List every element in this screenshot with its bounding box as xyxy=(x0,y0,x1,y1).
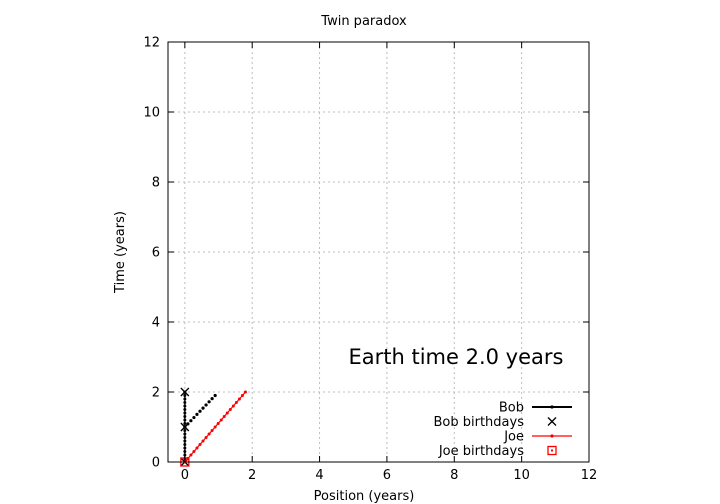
joe-point xyxy=(189,453,193,457)
worldline-4-point xyxy=(186,422,190,426)
x-tick-label: 10 xyxy=(513,468,530,483)
legend-label-bob: Bob xyxy=(499,401,524,416)
joe-point xyxy=(204,436,208,439)
legend-sample-point-joe xyxy=(550,434,554,438)
joe-point xyxy=(192,450,196,453)
joe-point xyxy=(231,404,235,408)
earth-time-annotation: Earth time 2.0 years xyxy=(349,345,564,369)
bob-point xyxy=(183,429,187,432)
y-tick-label: 2 xyxy=(152,386,160,401)
y-tick-label: 6 xyxy=(152,246,160,261)
joe-point xyxy=(198,443,202,446)
joe-point xyxy=(225,411,229,415)
y-tick-label: 10 xyxy=(143,106,160,121)
worldline-4-point xyxy=(201,406,205,410)
x-tick-label: 4 xyxy=(315,468,323,483)
bob-point xyxy=(183,446,187,450)
x-tick-label: 12 xyxy=(581,468,598,483)
bob-point xyxy=(183,422,187,425)
y-tick-label: 8 xyxy=(152,176,160,191)
bob-point xyxy=(183,397,187,401)
bob-point xyxy=(183,443,187,446)
joe-point xyxy=(207,432,211,436)
joe-point xyxy=(219,418,223,422)
joe-point xyxy=(243,390,247,394)
joe-point xyxy=(240,394,244,397)
plot-area xyxy=(180,387,247,467)
worldline-4-point xyxy=(213,393,217,398)
x-tick-label: 2 xyxy=(248,468,256,483)
worldline-4-point xyxy=(195,412,199,416)
worldline-4-point xyxy=(207,400,211,404)
joe-point xyxy=(210,429,214,432)
x-tick-label: 0 xyxy=(181,468,189,483)
bob-point xyxy=(183,436,187,439)
grid xyxy=(168,42,589,462)
legend-sample-point-bob xyxy=(550,405,554,409)
bob-point xyxy=(183,453,187,457)
joe-point xyxy=(195,446,199,450)
worldline-4-point xyxy=(198,409,202,413)
bob-point xyxy=(183,408,187,411)
joe-point xyxy=(234,401,238,404)
x-tick-label: 8 xyxy=(450,468,458,483)
legend-sample-bob-birthdays xyxy=(547,417,557,426)
bob-point xyxy=(183,432,187,436)
x-tick-label: 6 xyxy=(383,468,391,483)
bob-point xyxy=(183,401,187,404)
y-tick-label: 0 xyxy=(152,456,160,471)
legend-label-joe-birthdays: Joe birthdays xyxy=(438,444,524,459)
legend-sample-joe-birthdays-center xyxy=(551,449,553,452)
bob-point xyxy=(183,415,187,418)
joe-point xyxy=(237,397,241,401)
bob-point xyxy=(183,439,187,443)
bob-point xyxy=(183,411,187,415)
series-worldline-4 xyxy=(183,393,217,429)
worldline-4-point xyxy=(183,425,187,429)
x-axis-label: Position (years) xyxy=(314,489,415,504)
joe-point xyxy=(213,425,217,429)
worldline-4-point xyxy=(210,397,214,401)
y-tick-label: 12 xyxy=(143,36,160,51)
legend-sample-joe-birthdays xyxy=(547,445,557,456)
bob-birthdays-marker xyxy=(180,387,190,397)
joe-point xyxy=(222,415,226,418)
bob-point xyxy=(183,404,187,408)
joe-point xyxy=(216,422,220,425)
worldline-4-point xyxy=(189,419,193,423)
legend-label-joe: Joe xyxy=(503,430,524,445)
y-tick-label: 4 xyxy=(152,316,160,331)
bob-point xyxy=(183,394,187,397)
joe-point xyxy=(228,408,232,411)
worldline-4-point xyxy=(192,415,196,420)
bob-point xyxy=(183,418,187,422)
series-joe xyxy=(183,390,247,464)
legend-label-bob-birthdays: Bob birthdays xyxy=(434,415,525,430)
joe-point xyxy=(201,439,205,443)
ticks: 0 2 4 6 8 10 12 0 2 4 6 8 10 12 xyxy=(143,36,597,484)
worldline-4-point xyxy=(204,403,208,407)
bob-point xyxy=(183,450,187,453)
y-axis-label: Time (years) xyxy=(113,211,128,294)
chart-title: Twin paradox xyxy=(320,14,407,29)
